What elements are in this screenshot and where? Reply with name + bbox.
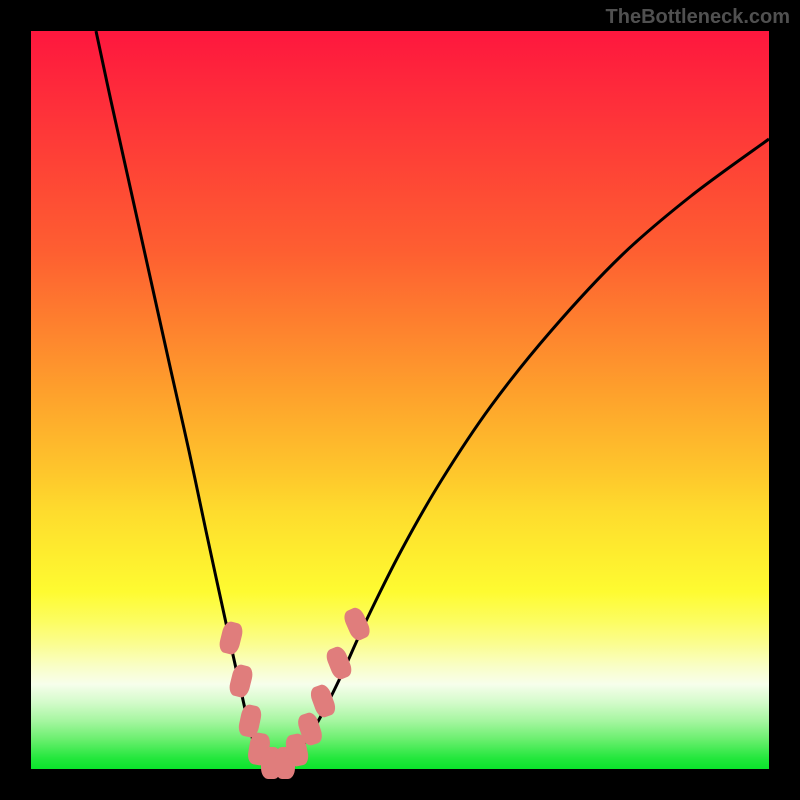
curve-marker <box>341 605 372 642</box>
watermark-text: TheBottleneck.com <box>606 6 790 29</box>
curve-marker <box>227 663 254 699</box>
curve-marker <box>217 620 244 656</box>
plot-area <box>31 31 769 769</box>
curve-markers-layer <box>31 31 769 769</box>
plot-frame <box>31 31 769 769</box>
curve-marker <box>324 644 355 681</box>
